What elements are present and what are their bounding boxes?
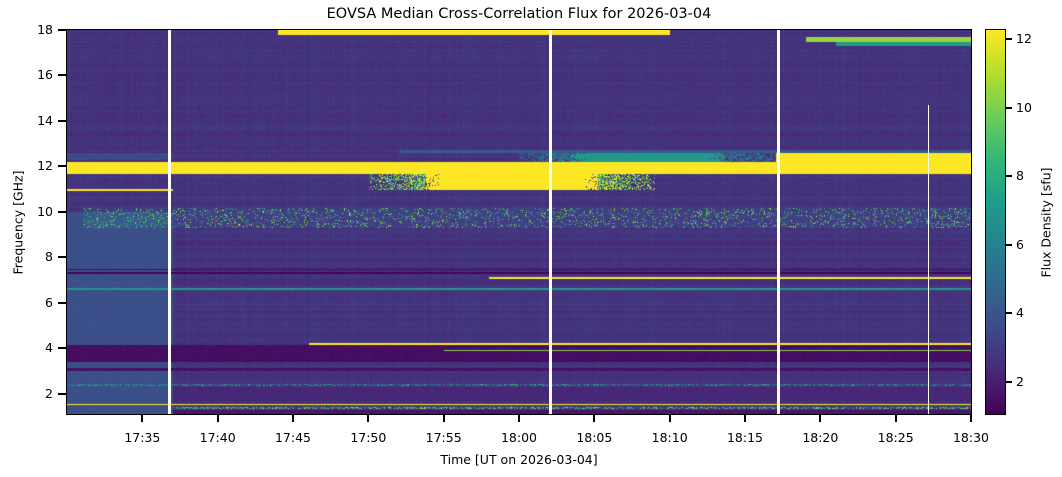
y-tick-mark [58,119,67,122]
colorbar-label: Flux Density [sfu] [1038,167,1054,278]
x-tick-label: 17:40 [199,430,236,445]
y-tick-mark [58,392,67,395]
y-tick-label: 18 [37,22,53,37]
y-tick-mark [58,347,67,350]
x-tick-mark [819,414,822,422]
x-tick-label: 18:10 [651,430,688,445]
x-tick-mark [367,414,370,422]
y-tick-label: 4 [45,340,53,356]
x-tick-mark [668,414,671,422]
y-tick-label: 2 [45,385,53,401]
x-tick-mark [141,414,144,422]
y-tick-label: 6 [45,294,53,310]
y-tick-mark [58,210,67,213]
data-gap-line [167,30,171,414]
y-tick-label: 12 [37,158,53,174]
x-axis-label: Time [UT on 2026-03-04] [440,452,598,467]
colorbar-tick-mark [1005,312,1012,315]
colorbar-tick-label: 8 [1016,168,1024,184]
x-tick-label: 18:25 [877,430,914,445]
data-gap-line [776,30,780,414]
y-tick-label: 10 [37,203,53,219]
x-tick-mark [744,414,746,422]
y-tick-label: 14 [37,112,53,128]
x-tick-label: 18:20 [802,430,839,445]
y-tick-mark [58,165,67,168]
x-tick-mark [292,414,294,422]
colorbar-tick-label: 6 [1016,236,1024,252]
colorbar-tick-label: 12 [1016,30,1032,46]
x-tick-label: 17:35 [124,430,161,445]
spectrogram-plot-area [67,30,971,414]
spectrogram-heatmap [67,30,971,414]
data-gap-line [928,104,930,414]
y-tick-label: 8 [45,249,53,265]
colorbar-tick-mark [1005,37,1012,40]
x-tick-mark [442,414,445,422]
x-tick-label: 18:05 [576,430,613,445]
x-tick-mark [593,414,596,422]
x-tick-label: 18:00 [500,430,538,445]
x-tick-label: 18:15 [726,430,764,445]
y-tick-mark [58,29,67,31]
colorbar-tick-mark [1005,243,1012,246]
y-tick-mark [58,256,67,259]
data-gap-line [549,30,553,414]
x-tick-mark [518,414,520,422]
y-tick-mark [58,74,67,77]
colorbar [986,30,1005,414]
colorbar-tick-mark [1005,381,1012,384]
x-tick-label: 17:55 [425,430,462,445]
x-tick-mark [894,414,897,422]
y-axis-label: Frequency [GHz] [10,170,26,275]
x-tick-mark [216,414,219,422]
x-tick-label: 17:50 [350,430,387,445]
x-tick-label: 18:30 [952,430,990,445]
y-tick-label: 16 [37,67,53,83]
colorbar-tick-label: 4 [1016,305,1024,321]
colorbar-tick-label: 10 [1016,99,1032,115]
colorbar-tick-mark [1005,106,1012,109]
colorbar-tick-label: 2 [1016,374,1024,390]
y-tick-mark [58,301,67,304]
x-tick-mark [970,414,972,422]
colorbar-tick-mark [1005,175,1012,178]
x-tick-label: 17:45 [274,430,312,445]
chart-title: EOVSA Median Cross-Correlation Flux for … [326,6,712,22]
